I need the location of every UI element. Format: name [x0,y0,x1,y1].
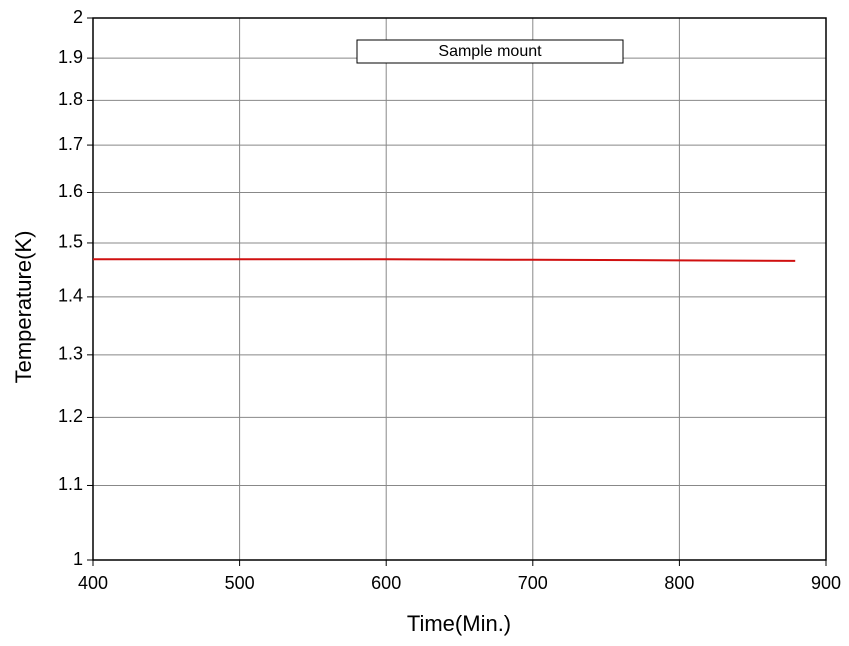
y-tick-label: 1.8 [58,89,83,109]
plot-frame [92,17,827,561]
y-tick-label: 1.3 [58,344,83,364]
y-tick-label: 1.9 [58,47,83,67]
x-tick-label: 500 [225,573,255,593]
line-series [93,258,796,262]
y-tick-label: 1.1 [58,474,83,494]
y-axis-label: Temperature(K) [11,231,36,384]
y-tick-label: 1.2 [58,406,83,426]
x-tick-label: 800 [664,573,694,593]
x-axis-label: Time(Min.) [407,611,511,636]
x-tick-label: 700 [518,573,548,593]
y-tick-label: 1.5 [58,232,83,252]
y-tick-label: 1.6 [58,181,83,201]
x-tick-label: 400 [78,573,108,593]
legend-label: Sample mount [438,43,542,60]
x-tick-label: 600 [371,573,401,593]
y-tick-label: 1.7 [58,134,83,154]
y-tick-label: 1 [73,549,83,569]
legend-box [356,39,624,64]
y-tick-label: 1.4 [58,286,83,306]
x-tick-label: 900 [811,573,841,593]
y-tick-label: 2 [73,7,83,27]
